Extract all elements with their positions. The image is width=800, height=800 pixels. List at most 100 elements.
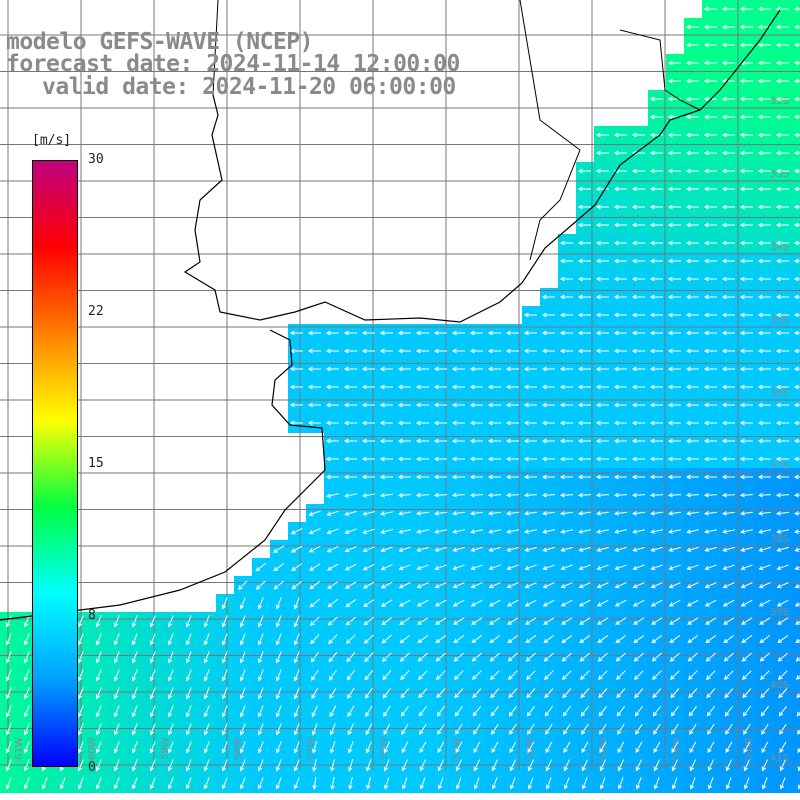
wind-arrow: [559, 438, 573, 444]
wind-cell: [684, 540, 703, 559]
wind-cell: [540, 630, 559, 649]
wind-cell: [648, 558, 667, 577]
wind-cell: [594, 774, 613, 793]
wind-arrow: [507, 670, 518, 680]
wind-cell: [198, 702, 217, 721]
wind-cell: [288, 648, 307, 667]
wind-cell: [522, 648, 541, 667]
wind-cell: [288, 594, 307, 613]
wind-arrow: [685, 276, 699, 282]
wind-cell: [414, 558, 433, 577]
wind-arrow: [470, 582, 483, 589]
wind-arrow: [793, 132, 800, 138]
wind-cell: [252, 774, 271, 793]
wind-arrow: [399, 634, 411, 644]
wind-cell: [576, 720, 595, 739]
wind-arrow: [328, 634, 338, 645]
wind-arrow: [667, 492, 682, 498]
wind-cell: [720, 684, 739, 703]
wind-arrow: [491, 759, 498, 772]
lon-label: 59W: [160, 737, 171, 760]
wind-cell: [666, 576, 685, 595]
lat-label: 39S: [770, 607, 789, 618]
valid-date: valid date: 2024-11-20 06:00:00: [42, 74, 456, 100]
wind-arrow: [775, 312, 789, 318]
wind-cell: [504, 612, 523, 631]
wind-arrow: [257, 669, 264, 682]
wind-arrow: [469, 492, 484, 498]
wind-arrow: [793, 276, 800, 282]
wind-arrow: [595, 474, 609, 480]
wind-arrow: [724, 705, 734, 717]
wind-arrow: [397, 420, 411, 426]
wind-arrow: [23, 687, 30, 700]
wind-arrow: [632, 582, 645, 589]
wind-arrow: [667, 168, 681, 174]
wind-arrow: [490, 688, 500, 699]
wind-cell: [522, 504, 541, 523]
wind-arrow: [777, 617, 789, 625]
wind-arrow: [598, 705, 608, 717]
wind-cell: [180, 720, 199, 739]
wind-arrow: [725, 777, 732, 790]
wind-cell: [360, 558, 379, 577]
wind-arrow: [559, 348, 573, 354]
wind-arrow: [617, 759, 624, 772]
wind-arrow: [795, 620, 800, 625]
wind-cell: [594, 486, 613, 505]
wind-arrow: [329, 741, 336, 754]
wind-cell: [270, 594, 289, 613]
wind-cell: [414, 486, 433, 505]
wind-arrow: [380, 528, 393, 534]
wind-cell: [504, 684, 523, 703]
wind-arrow: [703, 6, 717, 12]
wind-cell: [666, 666, 685, 685]
wind-arrow: [257, 705, 264, 718]
wind-cell: [648, 576, 667, 595]
wind-arrow: [615, 635, 627, 644]
wind-arrow: [364, 687, 373, 699]
wind-cell: [684, 594, 703, 613]
wind-arrow: [239, 669, 246, 682]
wind-arrow: [739, 132, 753, 138]
wind-arrow: [757, 330, 771, 336]
lat-label: 36S: [770, 388, 789, 399]
wind-cell: [450, 684, 469, 703]
wind-cell: [360, 594, 379, 613]
wind-arrow: [793, 438, 800, 444]
wind-arrow: [131, 687, 138, 700]
wind-arrow: [203, 651, 210, 664]
wind-arrow: [757, 294, 771, 300]
wind-arrow: [307, 402, 321, 408]
wind-arrow: [507, 617, 519, 625]
wind-cell: [360, 666, 379, 685]
wind-arrow: [775, 114, 789, 120]
wind-arrow: [613, 150, 627, 156]
wind-cell: [486, 576, 505, 595]
wind-arrow: [757, 60, 771, 66]
wind-cell: [666, 648, 685, 667]
wind-arrow: [757, 114, 771, 120]
wind-arrow: [343, 330, 357, 336]
wind-arrow: [541, 294, 555, 300]
wind-arrow: [239, 651, 246, 664]
wind-arrow: [721, 402, 735, 408]
wind-cell: [504, 504, 523, 523]
wind-cell: [90, 612, 109, 631]
wind-cell: [432, 702, 451, 721]
wind-arrow: [273, 545, 285, 553]
wind-cell: [792, 774, 800, 793]
wind-cell: [378, 504, 397, 523]
wind-cell: [684, 612, 703, 631]
wind-arrow: [275, 669, 282, 682]
wind-arrow: [487, 438, 501, 444]
wind-cell: [252, 702, 271, 721]
wind-arrow: [343, 384, 357, 390]
wind-arrow: [505, 492, 520, 498]
wind-arrow: [131, 759, 138, 772]
wind-arrow: [167, 669, 174, 682]
wind-arrow: [327, 616, 338, 626]
wind-arrow: [95, 687, 102, 700]
wind-arrow: [239, 741, 246, 754]
